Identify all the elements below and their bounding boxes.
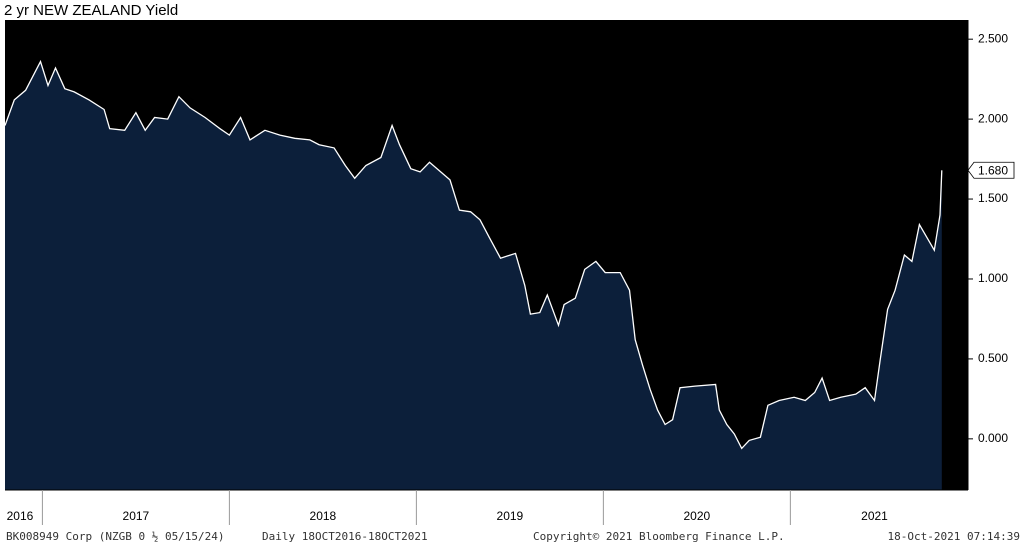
- y-tick-label: 0.500: [978, 351, 1008, 365]
- area: [5, 61, 942, 490]
- last-price-label: 1.680: [978, 163, 1008, 177]
- footer-timestamp: 18-Oct-2021 07:14:39: [888, 530, 1020, 543]
- y-tick-label: 2.500: [978, 31, 1008, 45]
- footer-copyright: Copyright© 2021 Bloomberg Finance L.P.: [533, 530, 785, 543]
- last-price-box: [967, 161, 1015, 179]
- x-tick-label: 2020: [684, 509, 711, 523]
- chart-title: 2 yr NEW ZEALAND Yield: [4, 2, 178, 19]
- y-tick-label: 1.000: [978, 271, 1008, 285]
- y-tick-label: 0.000: [978, 431, 1008, 445]
- x-tick-label: 2017: [123, 509, 150, 523]
- footer-range: Daily 18OCT2016-18OCT2021: [262, 530, 428, 543]
- line: [4, 59, 943, 450]
- x-tick-label: 2016: [7, 509, 34, 523]
- y-tick-label: 1.500: [978, 191, 1008, 205]
- x-tick-label: 2018: [310, 509, 337, 523]
- y-tick-label: 2.000: [978, 111, 1008, 125]
- footer-security: BK008949 Corp (NZGB 0 ½ 05/15/24): [6, 530, 225, 543]
- x-tick-label: 2021: [861, 509, 888, 523]
- x-tick-label: 2019: [497, 509, 524, 523]
